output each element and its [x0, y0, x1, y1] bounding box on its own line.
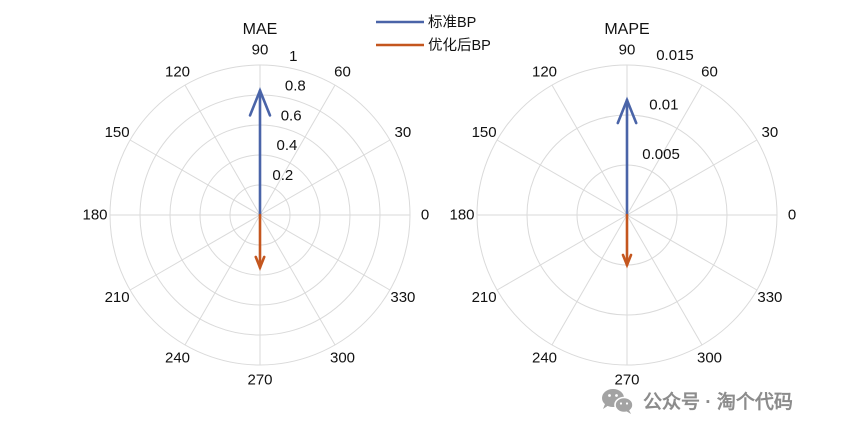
arrow-head [254, 255, 266, 272]
radial-grid-circle [109, 64, 411, 366]
angle-tick-label: 270 [247, 372, 272, 389]
mape-polar-plot: 0 30 60 90 120 150 180 210 240 270 300 330 0.005 0.01… [449, 42, 796, 389]
angle-tick-label: 60 [334, 64, 351, 81]
radial-tick-label: 0.005 [642, 146, 680, 163]
series-arrow-optimized-bp [621, 213, 633, 269]
legend-label-optimized-bp: 优化后BP [428, 37, 491, 54]
radial-tick-label: 0.2 [272, 167, 293, 184]
arrow-head [621, 253, 633, 269]
radial-tick-label: 0.01 [649, 96, 678, 113]
radial-tick-label: 0.6 [281, 107, 302, 124]
series-arrow-standard-bp [248, 86, 272, 217]
radial-tick-label: 0.015 [656, 47, 694, 64]
angle-tick-label: 240 [532, 349, 557, 366]
radial-tick-label: 0.4 [277, 137, 298, 154]
angle-tick-label: 30 [395, 124, 412, 141]
angle-tick-label: 180 [82, 207, 107, 224]
angle-tick-label: 330 [757, 289, 782, 306]
angle-tick-label: 330 [390, 289, 415, 306]
angle-tick-label: 210 [105, 289, 130, 306]
angle-tick-label: 150 [105, 124, 130, 141]
mae-polar-plot: 0 30 60 90 120 150 180 210 240 270 300 330 0.2 0.4 0.6… [82, 42, 429, 389]
angle-tick-label: 0 [421, 207, 429, 224]
series-arrow-optimized-bp [254, 213, 266, 272]
wechat-icon [602, 389, 634, 414]
legend-item-standard-bp: 标准BP [376, 14, 476, 31]
angle-tick-label: 120 [165, 64, 190, 81]
arrow-head [248, 86, 272, 117]
angle-tick-label: 180 [449, 207, 474, 224]
angle-tick-label: 120 [532, 64, 557, 81]
series-arrow-standard-bp [616, 96, 638, 217]
angle-tick-label: 270 [614, 372, 639, 389]
legend: 标准BP 优化后BP [376, 14, 491, 54]
watermark: 公众号 · 淘个代码 [602, 389, 793, 414]
watermark-text: 公众号 · 淘个代码 [643, 390, 793, 413]
angle-tick-label: 90 [619, 42, 636, 59]
angle-tick-label: 300 [697, 349, 722, 366]
angle-tick-label: 0 [788, 207, 796, 224]
legend-item-optimized-bp: 优化后BP [376, 37, 491, 54]
radial-tick-label: 1 [289, 48, 297, 65]
legend-label-standard-bp: 标准BP [428, 14, 476, 31]
angle-tick-label: 60 [701, 64, 718, 81]
mape-chart-title: MAPE [604, 21, 649, 38]
angle-tick-label: 240 [165, 349, 190, 366]
angle-tick-label: 30 [762, 124, 779, 141]
radial-grid-circle [476, 64, 778, 366]
radial-tick-label: 0.8 [285, 78, 306, 95]
angle-tick-label: 300 [330, 349, 355, 366]
mae-chart-title: MAE [243, 21, 278, 38]
angle-tick-label: 150 [472, 124, 497, 141]
arrow-head [616, 96, 638, 125]
angle-tick-label: 90 [252, 42, 269, 59]
angle-tick-label: 210 [472, 289, 497, 306]
